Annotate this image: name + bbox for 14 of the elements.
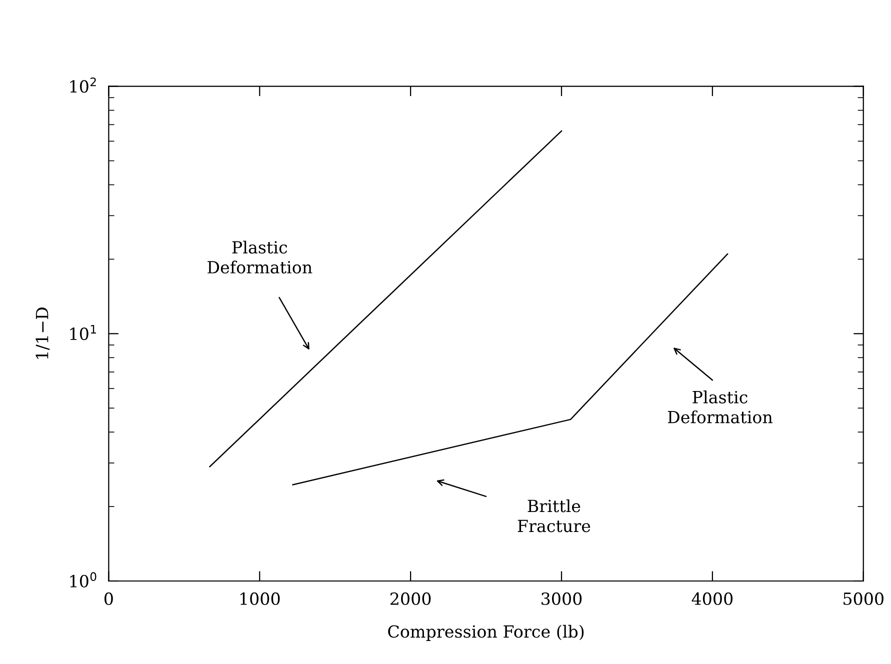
x-tick-label: 4000 — [692, 592, 733, 606]
annotation: Plastic Deformation — [208, 240, 312, 274]
y-tick-label: 10$^{0}$ — [70, 572, 96, 588]
y-axis-title: 1/1−D — [36, 308, 50, 359]
annotation: Brittle Fracture — [518, 499, 590, 532]
x-tick-label: 0 — [104, 592, 113, 606]
y-tick-label: 10$^{1}$ — [70, 324, 96, 340]
x-tick-label: 3000 — [542, 592, 582, 606]
y-tick-label: 10$^{2}$ — [70, 77, 96, 93]
x-tick-label: 2000 — [390, 592, 431, 606]
annotation: Plastic Deformation — [668, 390, 772, 424]
x-tick-label: 5000 — [844, 592, 884, 606]
x-tick-label: 1000 — [240, 592, 280, 606]
x-axis-title: Compression Force (lb) — [388, 624, 584, 642]
